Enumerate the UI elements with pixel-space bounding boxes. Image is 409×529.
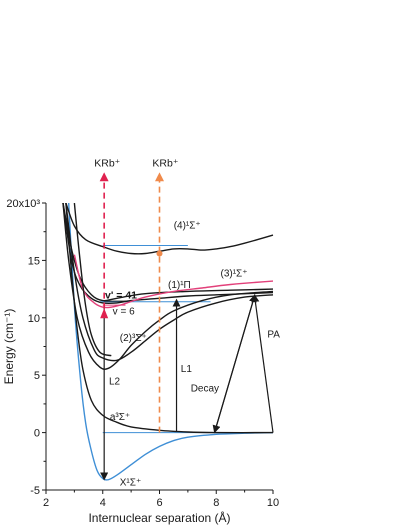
potential-curve xyxy=(62,203,274,305)
label-3-sigma: (3)¹Σ⁺ xyxy=(221,268,248,279)
label-L1: L1 xyxy=(181,364,193,375)
potential-curve xyxy=(65,203,274,434)
label-v41: v' = 41 xyxy=(105,289,137,301)
potential-curve xyxy=(62,203,274,370)
state-marker-orange xyxy=(156,250,163,257)
potential-curves xyxy=(62,203,274,481)
label-a3sigma: a³Σ⁺ xyxy=(110,412,130,423)
transition-arrows xyxy=(99,172,274,481)
arrow-decay-head xyxy=(214,294,257,432)
x-tick-label: 2 xyxy=(43,497,49,509)
potential-curve xyxy=(62,203,274,302)
x-ticks: 2 4 6 8 10 xyxy=(43,490,279,509)
y-tick-label: 5 xyxy=(34,370,40,382)
potential-curve xyxy=(68,203,274,481)
label-decay: Decay xyxy=(191,383,219,394)
potential-curve xyxy=(73,254,274,309)
y-tick-label: 20x10³ xyxy=(6,198,40,210)
x-tick-label: 10 xyxy=(267,497,279,509)
annotations: (4)¹Σ⁺ (3)¹Σ⁺ (1)¹Π v' = 41 v = 6 (2)³Σ⁺ a³Σ⁺ X… xyxy=(94,157,280,488)
potential-curve xyxy=(73,203,112,357)
label-X1sigma: X¹Σ⁺ xyxy=(120,477,141,488)
y-tick-label: -5 xyxy=(30,485,40,497)
y-tick-label: 15 xyxy=(28,255,40,267)
x-tick-label: 8 xyxy=(213,497,219,509)
label-2-3sigma: (2)³Σ⁺ xyxy=(120,333,147,344)
y-tick-label: 10 xyxy=(28,313,40,325)
axes: 2 4 6 8 10 -5 0 5 10 15 20x10³ Internuclear separ… xyxy=(2,198,279,525)
y-axis-title: Energy (cm⁻¹) xyxy=(2,309,16,385)
potential-curve xyxy=(65,203,274,255)
x-tick-label: 6 xyxy=(156,497,162,509)
x-axis-title: Internuclear separation (Å) xyxy=(88,510,230,525)
label-1-pi: (1)¹Π xyxy=(168,280,191,291)
label-pa: PA xyxy=(267,329,280,340)
label-v6: v = 6 xyxy=(113,306,135,317)
label-L2: L2 xyxy=(109,376,121,387)
y-ticks: -5 0 5 10 15 20x10³ xyxy=(6,198,46,497)
label-krb-red: KRb⁺ xyxy=(94,157,120,169)
x-tick-label: 4 xyxy=(100,497,106,509)
y-tick-label: 0 xyxy=(34,428,40,440)
label-4-sigma: (4)¹Σ⁺ xyxy=(174,220,201,231)
potential-curve xyxy=(65,203,274,362)
state-marker-red xyxy=(100,308,109,319)
arrow-pa xyxy=(251,294,274,433)
label-krb-orange: KRb⁺ xyxy=(152,157,178,169)
state-markers xyxy=(100,250,163,319)
